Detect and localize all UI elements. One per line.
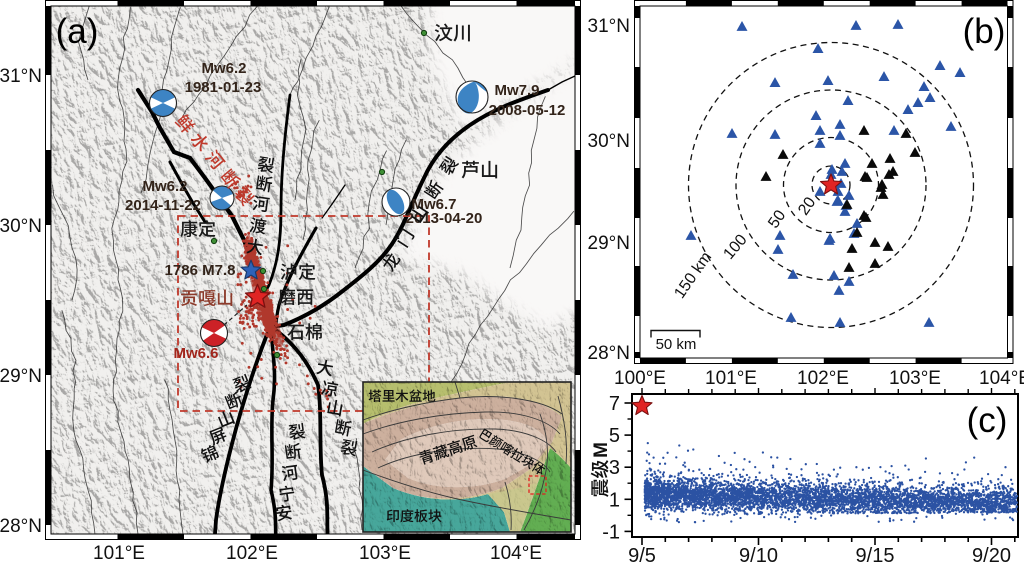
svg-text:9/5: 9/5: [628, 545, 656, 566]
svg-text:3: 3: [609, 457, 620, 479]
svg-text:2008-05-12: 2008-05-12: [489, 102, 566, 119]
svg-text:Mw6.6: Mw6.6: [173, 345, 218, 362]
svg-text:103°E: 103°E: [889, 368, 941, 389]
svg-text:(b): (b): [963, 12, 1006, 51]
svg-text:101°E: 101°E: [705, 368, 757, 389]
svg-text:Mw6.2: Mw6.2: [201, 60, 246, 77]
svg-text:28°N: 28°N: [588, 343, 630, 364]
svg-text:2014-11-22: 2014-11-22: [125, 197, 201, 214]
svg-text:31°N: 31°N: [0, 66, 42, 87]
svg-text:9/10: 9/10: [739, 545, 778, 566]
svg-text:29°N: 29°N: [588, 233, 630, 254]
svg-text:Mw7.9: Mw7.9: [494, 82, 539, 99]
svg-text:29°N: 29°N: [0, 366, 42, 387]
svg-text:30°N: 30°N: [0, 216, 42, 237]
svg-text:30°N: 30°N: [588, 131, 630, 152]
svg-text:5: 5: [609, 425, 620, 447]
svg-text:103°E: 103°E: [359, 543, 411, 564]
svg-text:(a): (a): [56, 12, 99, 51]
svg-text:31°N: 31°N: [588, 16, 630, 37]
svg-text:28°N: 28°N: [0, 516, 42, 537]
svg-text:(c): (c): [967, 401, 1008, 440]
svg-text:M: M: [591, 442, 612, 458]
svg-text:102°E: 102°E: [226, 543, 278, 564]
svg-text:104°E: 104°E: [490, 543, 542, 564]
svg-text:100°E: 100°E: [614, 368, 666, 389]
svg-text:104°E: 104°E: [979, 368, 1024, 389]
svg-text:7: 7: [609, 393, 620, 415]
svg-text:9/20: 9/20: [972, 545, 1011, 566]
svg-text:101°E: 101°E: [93, 543, 145, 564]
svg-text:-1: -1: [602, 521, 620, 543]
svg-text:Mw6.2: Mw6.2: [142, 178, 187, 195]
svg-text:1786 M7.8: 1786 M7.8: [165, 262, 236, 279]
svg-text:50 km: 50 km: [656, 336, 697, 353]
svg-text:1: 1: [609, 489, 620, 511]
svg-text:1981-01-23: 1981-01-23: [185, 79, 262, 96]
svg-text:9/15: 9/15: [856, 545, 895, 566]
svg-text:102°E: 102°E: [797, 368, 849, 389]
